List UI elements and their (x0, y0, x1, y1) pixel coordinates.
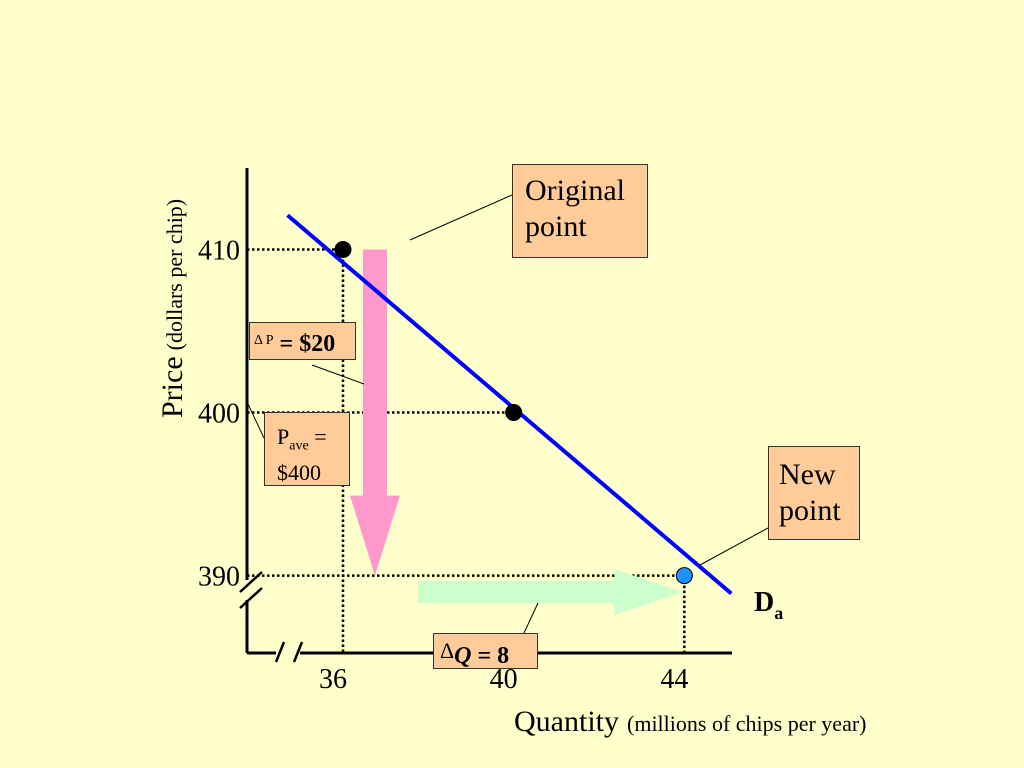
original-point-label-2: point (525, 210, 587, 243)
x-tick-label-0: 36 (319, 664, 347, 695)
connector-new-point (699, 527, 769, 566)
connector-delta-p (311, 364, 365, 385)
x-axis-label-unit: (millions of chips per year) (627, 711, 867, 736)
demand-point-1 (505, 404, 523, 422)
x-axis-label: Quantity (millions of chips per year) (514, 705, 867, 738)
original-point-callout: Original point (512, 164, 648, 258)
delta-q-value: = 8 (471, 643, 510, 669)
y-tick-label-2: 390 (198, 562, 240, 593)
x-axis-label-main: Quantity (514, 705, 619, 738)
demand-curve-line (286, 213, 733, 596)
new-point-label-1: New (779, 458, 836, 491)
y-axis-break-mark-2 (239, 587, 263, 609)
price-change-arrow (350, 249, 400, 576)
x-axis-break-mark-1 (274, 641, 286, 663)
p-ave-label: Pave = (277, 423, 349, 459)
original-point-label-1: Original (525, 174, 625, 207)
x-tick-label-2: 44 (660, 664, 688, 695)
connector-delta-q (523, 602, 539, 634)
new-point-callout: New point (768, 446, 860, 540)
y-axis-break-mark-1 (239, 571, 263, 593)
y-tick-label-1: 400 (198, 399, 240, 430)
change-arrows (350, 249, 683, 615)
delta-q-symbol: Δ (440, 638, 455, 663)
axis-labels: Price (dollars per chip) Quantity (million… (156, 199, 867, 738)
x-tick-label-1: 40 (490, 664, 518, 695)
demand-label-main: D (754, 587, 774, 618)
y-axis-label-unit: (dollars per chip) (162, 199, 187, 351)
delta-q-callout: ΔQ = 8 (433, 633, 538, 669)
p-ave-eq: = (308, 424, 327, 449)
delta-p-symbol: Δ P (254, 333, 274, 348)
connector-original-point (409, 194, 513, 241)
y-tick-label-0: 410 (198, 236, 240, 267)
demand-point-0 (334, 241, 352, 259)
x-axis-break-mark-2 (292, 641, 304, 663)
delta-q-letter: Q (454, 643, 472, 669)
p-ave-value: $400 (277, 460, 321, 486)
y-axis-label-main: Price (156, 356, 189, 418)
callout-connectors (247, 194, 769, 634)
quantity-change-arrow (418, 569, 683, 615)
demand-point-2 (675, 567, 693, 585)
p-ave-sub: ave (289, 438, 309, 454)
demand-series: Da (286, 213, 783, 623)
demand-label-sub: a (774, 603, 783, 623)
connector-p-ave (247, 403, 265, 439)
p-ave-p: P (277, 424, 290, 449)
demand-series-label: Da (754, 587, 783, 623)
new-point-label-2: point (779, 494, 841, 527)
delta-p-value: = $20 (279, 331, 336, 357)
y-axis-label: Price (dollars per chip) (156, 199, 189, 418)
tick-labels: 410 400 390 36 40 44 (198, 236, 688, 695)
delta-p-callout: Δ P = $20 (249, 322, 356, 360)
average-price-callout: Pave = $400 (264, 412, 350, 486)
